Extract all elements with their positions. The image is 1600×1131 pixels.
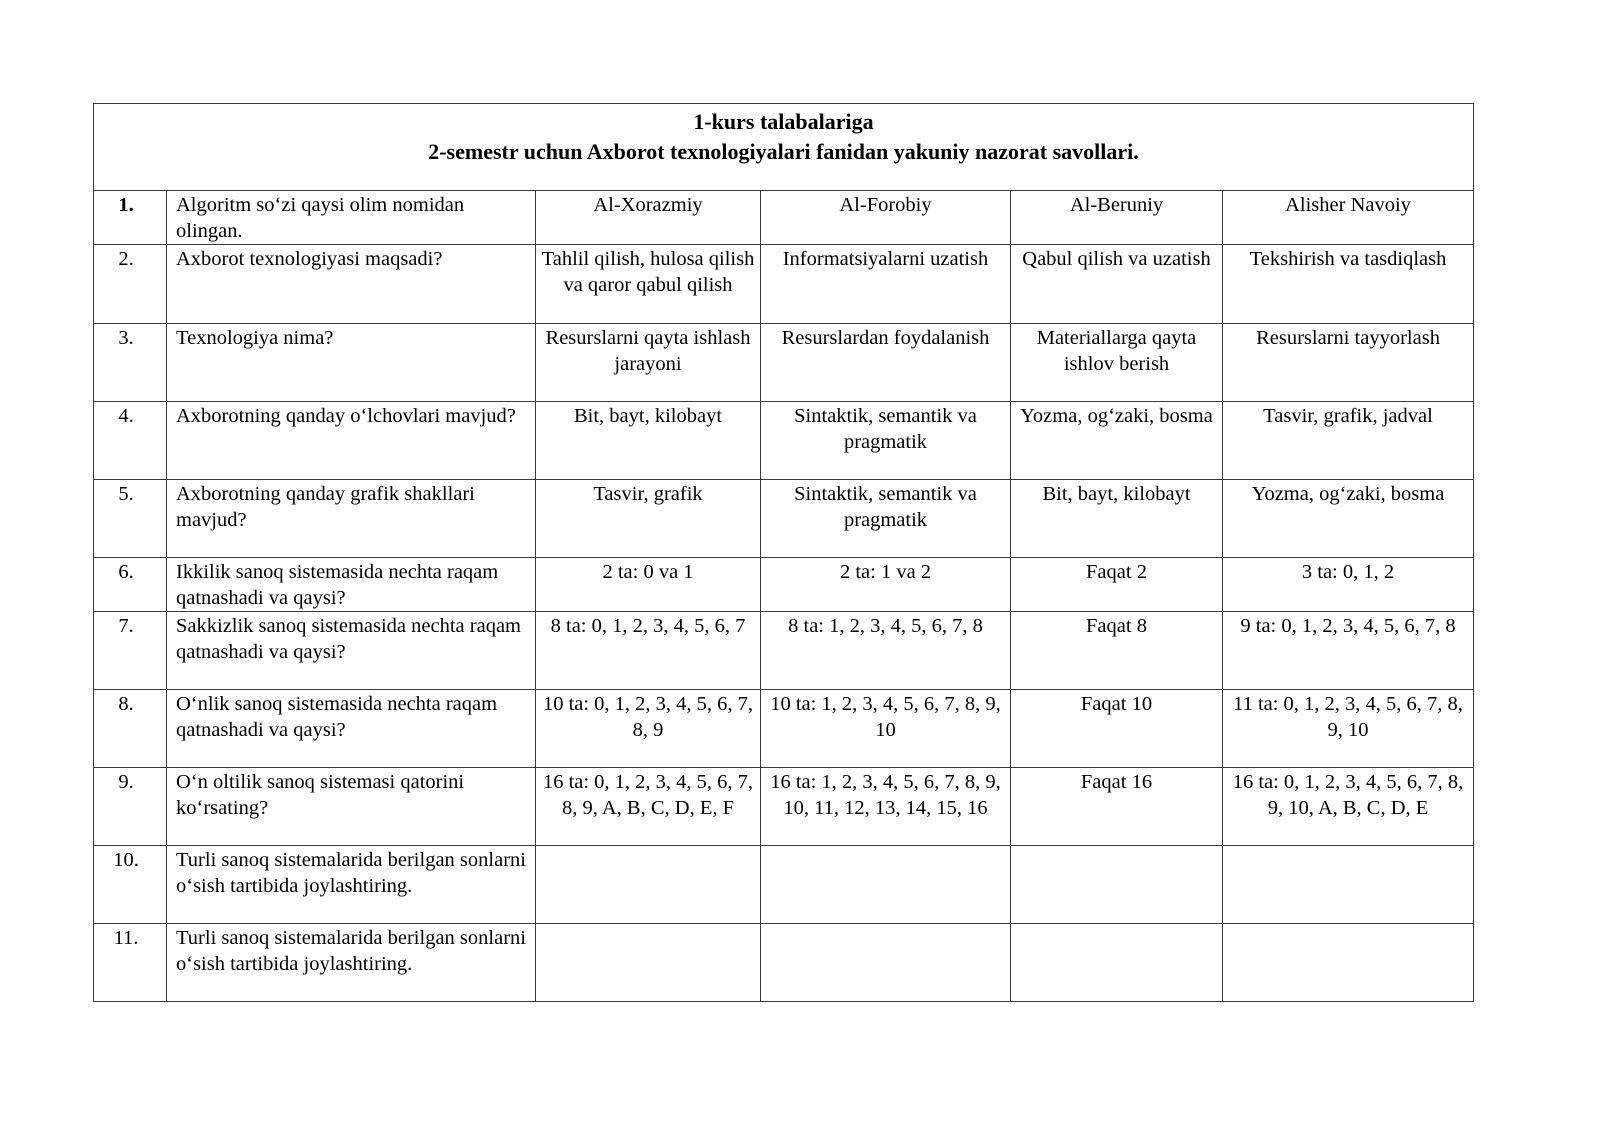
question-text: O‘n oltilik sanoq sistemasi qatorini ko‘…	[166, 767, 536, 846]
question-text: Algoritm so‘zi qaysi olim nomidan olinga…	[166, 190, 536, 245]
answer-option-4: Alisher Navoiy	[1221, 190, 1475, 245]
question-text: Axborotning qanday grafik shakllari mavj…	[166, 479, 536, 558]
answer-option-1: Tasvir, grafik	[535, 479, 761, 558]
question-row: 11. Turli sanoq sistemalarida berilgan so…	[93, 923, 1475, 1002]
answer-option-2: 16 ta: 1, 2, 3, 4, 5, 6, 7, 8, 9, 10, 11…	[760, 767, 1011, 846]
questions-table: 1-kurs talabalariga 2-semestr uchun Axbo…	[92, 103, 1475, 1002]
title-line-1: 1-kurs talabalariga	[693, 109, 874, 134]
answer-option-2: Resurslardan foydalanish	[760, 323, 1011, 402]
question-number: 6.	[93, 557, 167, 612]
question-row: 4. Axborotning qanday o‘lchovlari mavjud?…	[93, 401, 1475, 480]
question-number: 9.	[93, 767, 167, 846]
answer-option-4: 9 ta: 0, 1, 2, 3, 4, 5, 6, 7, 8	[1221, 611, 1475, 690]
question-text: Turli sanoq sistemalarida berilgan sonla…	[166, 845, 536, 924]
title-line-2: 2-semestr uchun Axborot texnologiyalari …	[428, 139, 1139, 164]
answer-option-4: 16 ta: 0, 1, 2, 3, 4, 5, 6, 7, 8, 9, 10,…	[1221, 767, 1475, 846]
answer-option-3: Qabul qilish va uzatish	[1010, 244, 1223, 324]
answer-option-2: Sintaktik, semantik va pragmatik	[760, 479, 1011, 558]
answer-option-1: Resurslarni qayta ishlash jarayoni	[535, 323, 761, 402]
answer-option-4	[1221, 845, 1475, 924]
question-row: 8. O‘nlik sanoq sistemasida nechta raqam …	[93, 689, 1475, 768]
answer-option-2: Al-Forobiy	[760, 190, 1011, 245]
answer-option-3	[1010, 845, 1223, 924]
document-title: 1-kurs talabalariga 2-semestr uchun Axbo…	[92, 103, 1475, 191]
answer-option-2: Sintaktik, semantik va pragmatik	[760, 401, 1011, 480]
answer-option-4	[1221, 923, 1475, 1002]
answer-option-3: Bit, bayt, kilobayt	[1010, 479, 1223, 558]
question-number: 5.	[93, 479, 167, 558]
answer-option-2	[760, 923, 1011, 1002]
question-number: 3.	[93, 323, 167, 402]
question-row: 3. Texnologiya nima? Resurslarni qayta ish…	[93, 323, 1475, 402]
answer-option-1: 16 ta: 0, 1, 2, 3, 4, 5, 6, 7, 8, 9, A, …	[535, 767, 761, 846]
answer-option-4: Tasvir, grafik, jadval	[1221, 401, 1475, 480]
answer-option-1: 8 ta: 0, 1, 2, 3, 4, 5, 6, 7	[535, 611, 761, 690]
answer-option-1	[535, 923, 761, 1002]
answer-option-3: Yozma, og‘zaki, bosma	[1010, 401, 1223, 480]
answer-option-3: Al-Beruniy	[1010, 190, 1223, 245]
answer-option-1: 10 ta: 0, 1, 2, 3, 4, 5, 6, 7, 8, 9	[535, 689, 761, 768]
answer-option-1: Bit, bayt, kilobayt	[535, 401, 761, 480]
question-row: 1. Algoritm so‘zi qaysi olim nomidan olin…	[93, 190, 1475, 245]
answer-option-3: Materiallarga qayta ishlov berish	[1010, 323, 1223, 402]
answer-option-1: Al-Xorazmiy	[535, 190, 761, 245]
answer-option-4: Resurslarni tayyorlash	[1221, 323, 1475, 402]
question-text: Sakkizlik sanoq sistemasida nechta raqam…	[166, 611, 536, 690]
question-number: 10.	[93, 845, 167, 924]
question-text: Turli sanoq sistemalarida berilgan sonla…	[166, 923, 536, 1002]
question-text: Texnologiya nima?	[166, 323, 536, 402]
question-row: 7. Sakkizlik sanoq sistemasida nechta raq…	[93, 611, 1475, 690]
answer-option-3	[1010, 923, 1223, 1002]
question-number: 8.	[93, 689, 167, 768]
answer-option-3: Faqat 2	[1010, 557, 1223, 612]
answer-option-4: Yozma, og‘zaki, bosma	[1221, 479, 1475, 558]
answer-option-4: Tekshirish va tasdiqlash	[1221, 244, 1475, 324]
answer-option-3: Faqat 10	[1010, 689, 1223, 768]
answer-option-2: 10 ta: 1, 2, 3, 4, 5, 6, 7, 8, 9, 10	[760, 689, 1011, 768]
answer-option-4: 11 ta: 0, 1, 2, 3, 4, 5, 6, 7, 8, 9, 10	[1221, 689, 1475, 768]
question-row: 10. Turli sanoq sistemalarida berilgan so…	[93, 845, 1475, 924]
question-row: 6. Ikkilik sanoq sistemasida nechta raqam…	[93, 557, 1475, 612]
question-text: O‘nlik sanoq sistemasida nechta raqam qa…	[166, 689, 536, 768]
question-number: 7.	[93, 611, 167, 690]
question-row: 5. Axborotning qanday grafik shakllari ma…	[93, 479, 1475, 558]
question-number: 2.	[93, 244, 167, 324]
question-row: 9. O‘n oltilik sanoq sistemasi qatorini k…	[93, 767, 1475, 846]
answer-option-4: 3 ta: 0, 1, 2	[1221, 557, 1475, 612]
answer-option-2: 2 ta: 1 va 2	[760, 557, 1011, 612]
answer-option-3: Faqat 8	[1010, 611, 1223, 690]
question-text: Axborotning qanday o‘lchovlari mavjud?	[166, 401, 536, 480]
question-number: 11.	[93, 923, 167, 1002]
answer-option-1: Tahlil qilish, hulosa qilish va qaror qa…	[535, 244, 761, 324]
question-text: Ikkilik sanoq sistemasida nechta raqam q…	[166, 557, 536, 612]
answer-option-2: Informatsiyalarni uzatish	[760, 244, 1011, 324]
title-row: 1-kurs talabalariga 2-semestr uchun Axbo…	[92, 103, 1475, 191]
question-number: 4.	[93, 401, 167, 480]
answer-option-3: Faqat 16	[1010, 767, 1223, 846]
answer-option-2: 8 ta: 1, 2, 3, 4, 5, 6, 7, 8	[760, 611, 1011, 690]
question-number: 1.	[93, 190, 167, 245]
question-text: Axborot texnologiyasi maqsadi?	[166, 244, 536, 324]
answer-option-1: 2 ta: 0 va 1	[535, 557, 761, 612]
question-row: 2. Axborot texnologiyasi maqsadi? Tahlil q…	[93, 244, 1475, 324]
answer-option-1	[535, 845, 761, 924]
answer-option-2	[760, 845, 1011, 924]
